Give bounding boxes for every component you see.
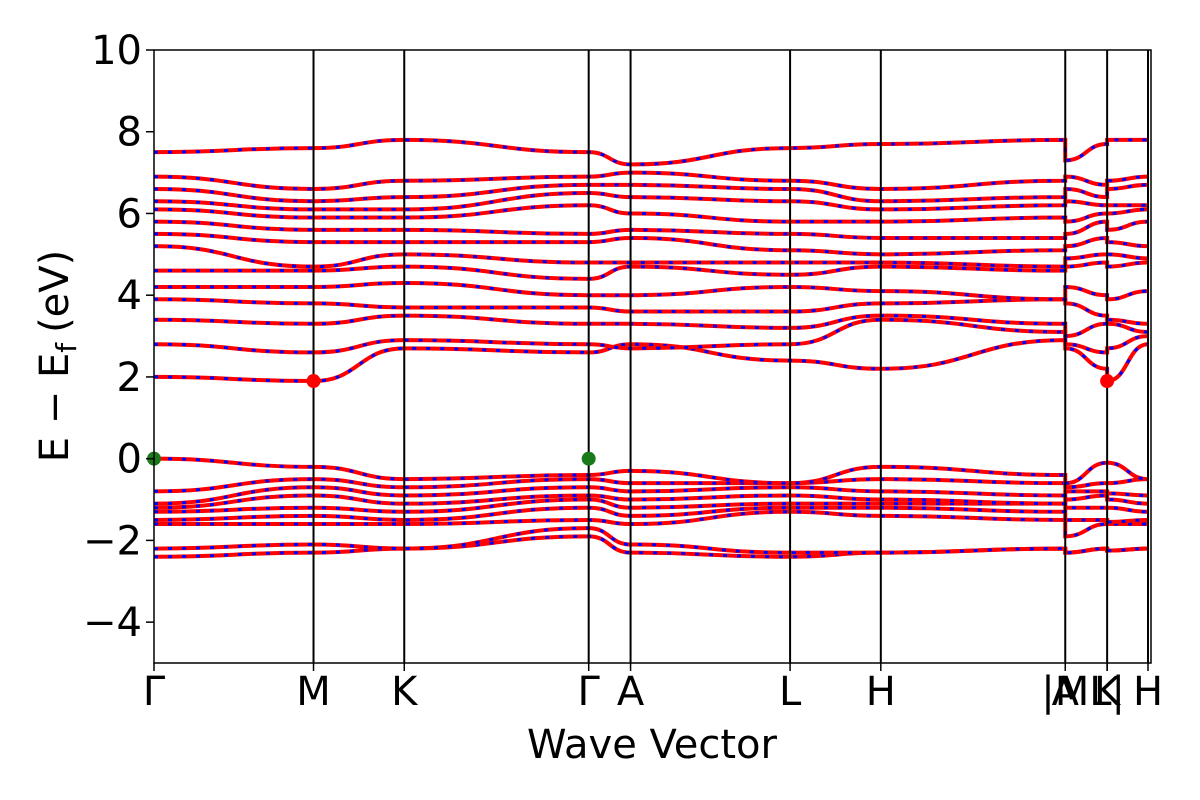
cbm-marker-2: [306, 374, 321, 389]
x-tick-label-1: M: [296, 669, 331, 715]
band-line-22: [153, 137, 1149, 167]
band-line-13: [153, 280, 1149, 302]
x-tick-label-4: A: [617, 669, 645, 715]
x-tick-label-2: K: [391, 669, 419, 715]
x-tick-label-7: A: [1052, 669, 1080, 715]
band-line-overlay-5: [153, 493, 1149, 510]
x-tick-label-8: |M: [1041, 669, 1089, 715]
band-line-overlay-19: [153, 191, 1149, 211]
band-line-overlay-3: [153, 506, 1149, 524]
band-line-overlay-22: [153, 138, 1149, 166]
cbm-marker-3: [1100, 374, 1115, 389]
band-line-overlay-4: [153, 498, 1149, 514]
y-axis-title-main: E − E: [32, 353, 78, 463]
y-tick-label-7: 10: [91, 28, 142, 74]
y-axis-title-subscript: f: [50, 342, 83, 353]
x-tick-label-9: L|: [1089, 669, 1125, 715]
y-tick-label-5: 6: [117, 191, 142, 237]
x-tick-label-10: K: [1094, 669, 1122, 715]
x-tick-label-5: L: [779, 669, 802, 715]
vbm-marker-1: [581, 451, 596, 466]
x-tick-label-0: Γ: [143, 669, 166, 715]
band-line-overlay-1: [153, 526, 1149, 555]
plot-frame: [153, 49, 1152, 664]
y-tick-label-6: 8: [117, 110, 142, 156]
band-line-overlay-18: [153, 203, 1149, 224]
band-line-overlay-21: [153, 171, 1149, 191]
y-tick-label-4: 4: [117, 273, 142, 319]
x-tick-label-3: Γ: [578, 669, 601, 715]
bands-layer: [153, 137, 1149, 559]
y-axis: −4 −2 0 2 4 6 8 10: [83, 28, 154, 646]
band-line-15: [153, 244, 1149, 269]
y-tick-label-2: 0: [117, 437, 142, 483]
x-axis-title: Wave Vector: [527, 722, 778, 768]
band-line-11: [153, 313, 1149, 339]
y-tick-label-3: 2: [117, 355, 142, 401]
band-line-overlay-6: [153, 485, 1149, 506]
x-axis: Γ M K Γ A L H A|M L|K H: [143, 663, 1163, 715]
band-line-overlay-20: [153, 183, 1149, 203]
x-tick-label-6: H: [866, 669, 896, 715]
y-axis-title-unit: (eV): [32, 250, 78, 333]
y-tick-label-0: −4: [83, 600, 142, 646]
kpoint-lines-layer: [312, 50, 1150, 663]
x-tick-label-11: H: [1133, 669, 1163, 715]
band-line-1: [153, 526, 1149, 555]
y-axis-title: E − Ef (eV): [32, 250, 83, 463]
band-line-overlay-11: [153, 314, 1149, 338]
band-line-17: [153, 219, 1149, 240]
y-tick-label-1: −2: [83, 518, 142, 564]
